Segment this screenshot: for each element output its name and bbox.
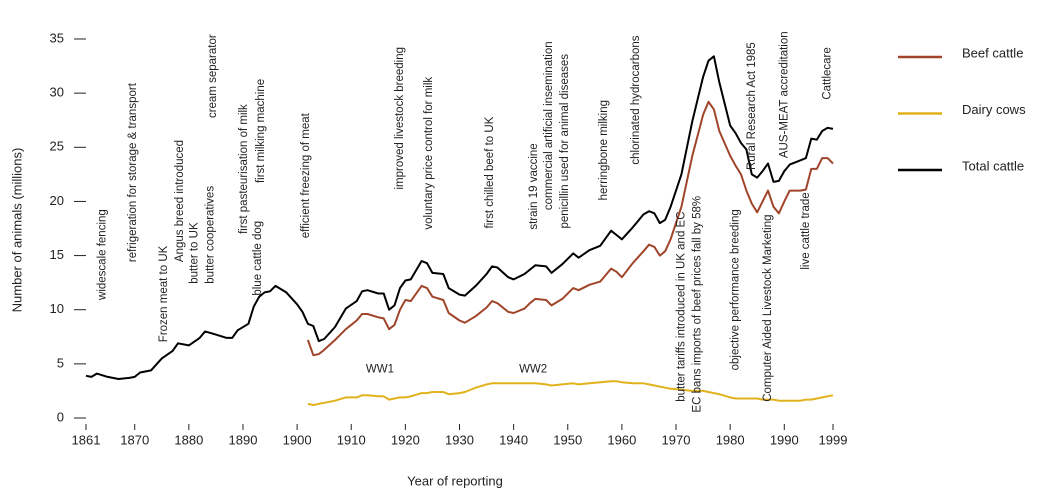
legend-label: Dairy cows xyxy=(962,102,1026,117)
y-tick-label: 5 xyxy=(57,355,64,370)
series-line xyxy=(306,100,834,357)
annotation: cream separator xyxy=(207,34,219,118)
y-tick-label: 10 xyxy=(50,301,64,316)
annotation: commercial artificial insemination xyxy=(543,41,555,210)
annotation: AUS-MEAT accreditation xyxy=(778,31,790,158)
x-tick-label: 1980 xyxy=(716,432,745,447)
x-tick-label: 1920 xyxy=(391,432,420,447)
x-tick-label: 1900 xyxy=(283,432,312,447)
annotation: Rural Research Act 1985 xyxy=(746,42,758,170)
annotation: EC bans imports of beef prices fall by 5… xyxy=(692,196,704,413)
annotation: penicillin used for animal diseases xyxy=(559,54,571,229)
y-tick-label: 0 xyxy=(57,409,64,424)
annotation: Cattlecare xyxy=(822,47,834,99)
x-tick-label: 1990 xyxy=(770,432,799,447)
annotation: butter to UK xyxy=(188,222,200,284)
x-tick-label: 1999 xyxy=(819,432,848,447)
legend-label: Total cattle xyxy=(962,158,1024,173)
y-tick-label: 20 xyxy=(50,193,64,208)
y-tick-label: 30 xyxy=(50,85,64,100)
period-label: WW1 xyxy=(366,363,394,375)
annotation: widescale fencing xyxy=(96,209,108,301)
series-line xyxy=(307,380,834,406)
annotation: Computer Aided Livestock Marketing xyxy=(762,214,774,401)
x-tick-label: 1890 xyxy=(229,432,258,447)
x-tick-label: 1910 xyxy=(337,432,366,447)
annotation: herringbone milking xyxy=(598,100,610,200)
annotation: Angus breed introduced xyxy=(174,140,186,262)
annotation: first chilled beef to UK xyxy=(484,116,496,228)
period-label: WW2 xyxy=(519,363,547,375)
y-tick-label: 15 xyxy=(50,247,64,262)
x-tick-label: 1870 xyxy=(120,432,149,447)
y-axis-label: Number of animals (millions) xyxy=(9,148,24,313)
annotation: objective performance breeding xyxy=(730,209,742,370)
series-line xyxy=(85,55,834,380)
annotation: live cattle trade xyxy=(800,192,812,269)
annotation: blue cattle dog xyxy=(252,221,264,296)
annotation: improved livestock breeding xyxy=(394,47,406,190)
x-tick-label: 1940 xyxy=(499,432,528,447)
annotation: butter tariffs introduced in UK and EC xyxy=(675,211,687,401)
x-tick-label: 1861 xyxy=(72,432,101,447)
x-axis-label: Year of reporting xyxy=(407,473,503,488)
x-tick-label: 1880 xyxy=(174,432,203,447)
annotation: refrigeration for storage & transport xyxy=(127,82,139,262)
annotation: Frozen meat to UK xyxy=(158,245,170,342)
x-tick-label: 1970 xyxy=(662,432,691,447)
x-tick-label: 1930 xyxy=(445,432,474,447)
annotation: first pasteurisation of milk xyxy=(238,104,250,234)
x-tick-label: 1960 xyxy=(607,432,636,447)
annotation: efficient freezing of meat xyxy=(300,112,312,238)
x-tick-label: 1950 xyxy=(553,432,582,447)
annotation: strain 19 vaccine xyxy=(528,143,540,229)
y-tick-label: 35 xyxy=(50,30,64,45)
y-tick-label: 25 xyxy=(50,139,64,154)
annotation: butter cooperatives xyxy=(205,186,217,284)
annotation: first milking machine xyxy=(255,79,267,183)
annotation: chlorinated hydrocarbons xyxy=(630,35,642,164)
annotation: voluntary price control for milk xyxy=(423,77,435,230)
legend-label: Beef cattle xyxy=(962,45,1023,60)
